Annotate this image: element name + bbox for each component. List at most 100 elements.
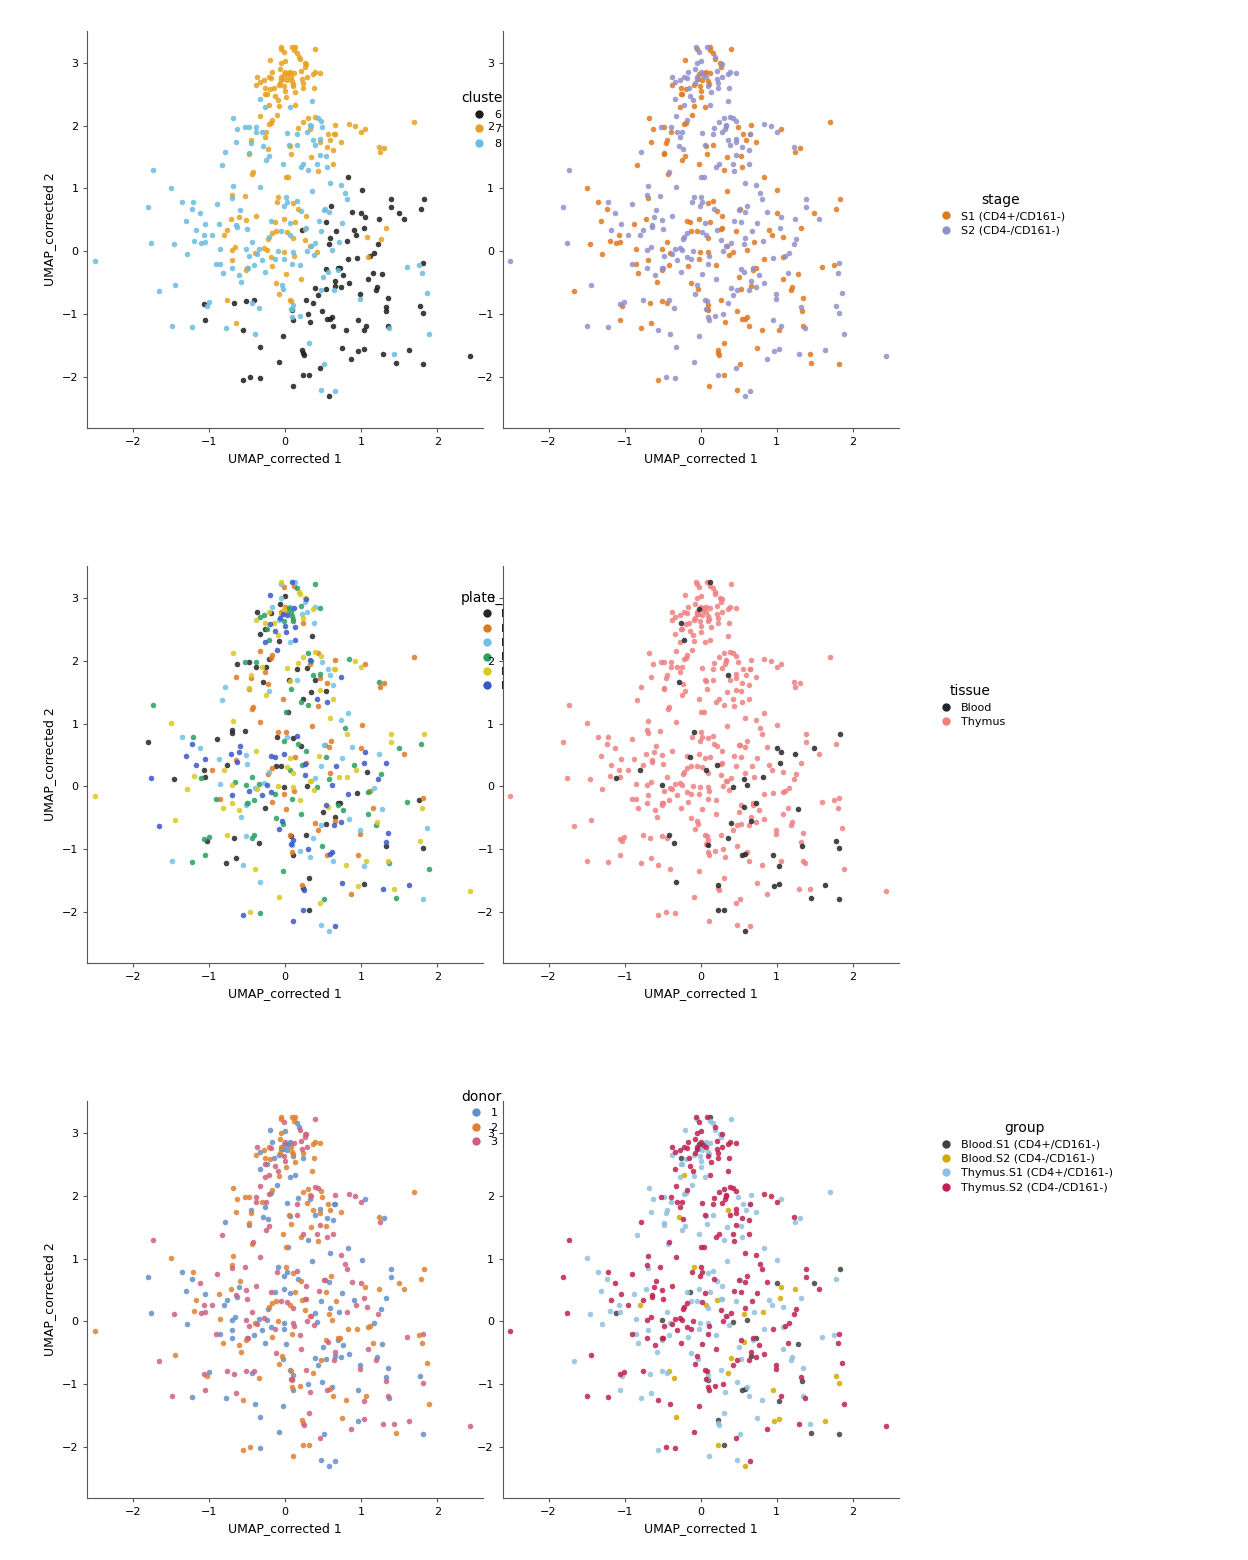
Point	[273, 39, 293, 64]
Point	[282, 225, 302, 250]
Point	[286, 80, 306, 105]
Point	[711, 1285, 731, 1310]
Point	[735, 384, 755, 409]
Point	[376, 298, 396, 323]
Point	[614, 824, 634, 849]
Point	[695, 1164, 715, 1189]
Point	[275, 729, 295, 753]
Point	[282, 34, 302, 59]
Point	[685, 591, 705, 616]
Point	[651, 1328, 671, 1353]
Point	[319, 172, 339, 197]
Point	[226, 212, 246, 237]
Point	[296, 1287, 316, 1312]
Point	[693, 1290, 713, 1315]
Point	[705, 1373, 725, 1398]
Point	[287, 122, 307, 147]
Point	[829, 1321, 849, 1346]
Point	[735, 919, 755, 944]
Point	[351, 817, 371, 842]
Point	[292, 1137, 312, 1162]
Y-axis label: UMAP_corrected 2: UMAP_corrected 2	[44, 1243, 56, 1356]
Point	[680, 209, 700, 234]
Point	[291, 58, 311, 83]
Point	[650, 114, 670, 139]
Point	[296, 217, 316, 242]
Point	[746, 707, 766, 732]
Point	[750, 1251, 770, 1276]
Point	[243, 1229, 263, 1254]
Point	[347, 782, 367, 807]
Point	[701, 1150, 721, 1175]
Point	[273, 1393, 293, 1418]
Point	[654, 778, 674, 803]
Point	[787, 262, 807, 287]
Point	[172, 724, 192, 749]
Point	[724, 641, 744, 666]
Point	[765, 1357, 785, 1382]
Point	[710, 587, 730, 612]
Point	[715, 1381, 735, 1406]
Point	[733, 842, 753, 867]
Point	[305, 1301, 324, 1326]
Point	[296, 1285, 316, 1310]
Point	[293, 686, 313, 711]
Point	[580, 766, 600, 791]
Point	[713, 1134, 733, 1159]
Point	[285, 1104, 305, 1129]
Point	[686, 64, 706, 89]
Point	[691, 796, 711, 821]
Point	[245, 1392, 265, 1416]
Point	[342, 735, 362, 760]
Point	[714, 106, 734, 131]
Point	[282, 251, 302, 276]
Point	[695, 1281, 715, 1306]
Point	[308, 817, 328, 842]
Point	[628, 1223, 648, 1248]
Point	[649, 903, 669, 928]
Point	[665, 86, 685, 111]
Point	[233, 903, 253, 928]
Point	[413, 1331, 433, 1356]
Point	[235, 719, 255, 744]
Point	[223, 708, 243, 733]
Point	[378, 285, 398, 310]
Point	[258, 1162, 278, 1187]
Point	[650, 1254, 670, 1279]
Point	[753, 229, 773, 254]
Point	[711, 1122, 731, 1147]
Point	[726, 142, 746, 167]
Point	[696, 824, 716, 849]
Point	[226, 1200, 246, 1225]
Point	[660, 1310, 680, 1335]
Point	[678, 643, 698, 668]
Point	[331, 256, 351, 281]
Point	[283, 190, 303, 215]
Point	[713, 655, 733, 680]
Point	[699, 307, 719, 332]
Point	[287, 724, 307, 749]
Point	[735, 1242, 755, 1267]
Point	[736, 193, 756, 218]
Point	[770, 1285, 790, 1310]
Point	[665, 365, 685, 390]
Point	[413, 1421, 433, 1446]
Point	[313, 198, 333, 223]
Point	[710, 763, 730, 788]
Point	[760, 114, 780, 139]
Point	[671, 683, 691, 708]
Point	[711, 55, 731, 80]
Point	[277, 1133, 297, 1158]
Point	[236, 1278, 256, 1303]
Point	[368, 1204, 388, 1229]
Point	[725, 61, 745, 86]
Point	[261, 66, 281, 90]
Point	[610, 307, 630, 332]
Point	[291, 593, 311, 618]
Point	[719, 597, 739, 622]
Point	[137, 193, 157, 218]
Point	[741, 268, 761, 293]
Point	[389, 1271, 409, 1296]
Point	[716, 1304, 736, 1329]
Point	[789, 1412, 809, 1437]
